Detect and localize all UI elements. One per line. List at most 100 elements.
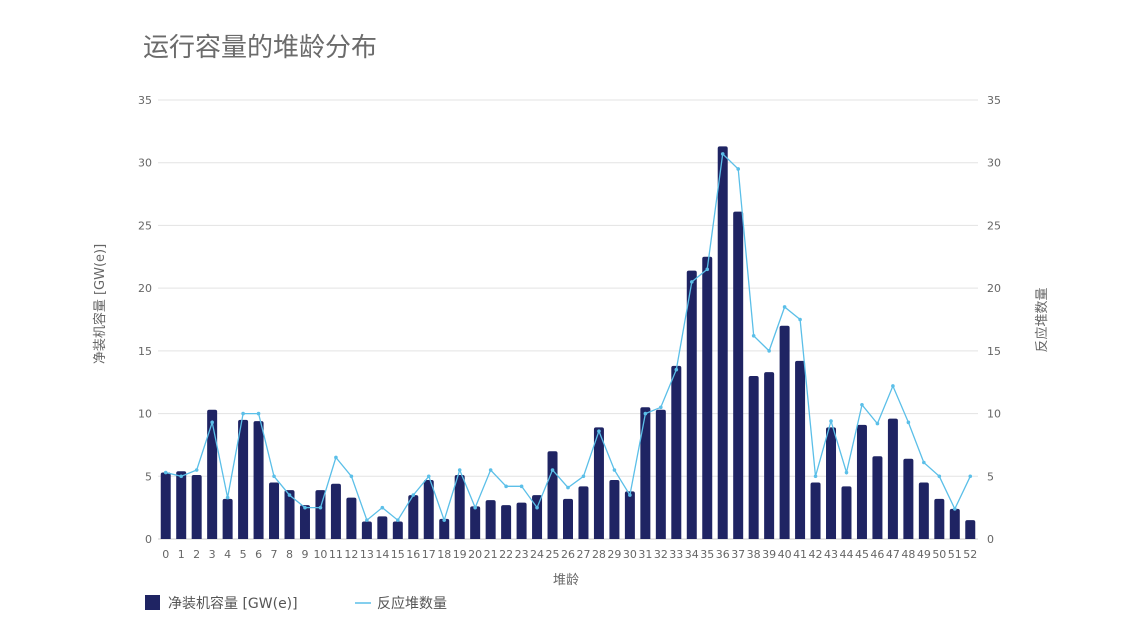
line-point <box>659 405 663 410</box>
x-tick-label: 21 <box>484 548 498 561</box>
bar <box>640 407 651 539</box>
x-tick-label: 17 <box>422 548 436 561</box>
x-tick-label: 25 <box>546 548 560 561</box>
line-point <box>535 505 539 510</box>
bar <box>238 419 249 539</box>
x-tick-label: 12 <box>344 548 358 561</box>
y-right-tick-label: 35 <box>987 94 1001 107</box>
y-right-tick-label: 25 <box>987 219 1001 232</box>
x-axis-label: 堆龄 <box>553 573 579 588</box>
bar <box>470 506 481 539</box>
x-tick-label: 16 <box>406 548 420 561</box>
x-tick-label: 48 <box>901 548 915 561</box>
x-tick-label: 34 <box>685 548 699 561</box>
line-point <box>767 349 771 353</box>
x-tick-label: 8 <box>286 548 293 561</box>
line-point <box>844 470 849 475</box>
bar <box>269 482 280 539</box>
line-point <box>689 280 694 284</box>
x-tick-label: 10 <box>313 548 327 561</box>
x-tick-label: 14 <box>375 548 389 561</box>
y-right-tick-label: 0 <box>987 533 994 546</box>
line-point <box>736 167 740 171</box>
line-point <box>922 460 926 465</box>
bar <box>779 325 790 539</box>
bar <box>856 424 867 539</box>
bar <box>903 458 914 539</box>
x-tick-label: 43 <box>824 548 838 561</box>
y-right-tick-label: 20 <box>987 282 1001 295</box>
x-tick-label: 41 <box>793 548 807 561</box>
line-point <box>891 384 895 388</box>
bar <box>965 520 976 539</box>
line-point <box>519 484 524 489</box>
line-point <box>581 474 586 479</box>
x-tick-label: 28 <box>592 548 606 561</box>
bar <box>160 472 171 539</box>
bar <box>299 505 310 539</box>
line-point <box>782 305 787 309</box>
bar <box>346 497 357 539</box>
bar <box>918 482 929 539</box>
x-tick-label: 37 <box>731 548 745 561</box>
bar <box>315 490 326 539</box>
x-tick-label: 47 <box>886 548 900 561</box>
x-tick-label: 15 <box>391 548 405 561</box>
y-left-tick-label: 15 <box>138 345 152 358</box>
line-point <box>937 474 942 479</box>
bar <box>593 427 604 539</box>
x-tick-label: 27 <box>576 548 590 561</box>
bar <box>439 518 450 539</box>
line-point <box>597 429 601 433</box>
x-tick-label: 20 <box>468 548 482 561</box>
bar <box>408 495 419 539</box>
line-point <box>751 334 756 338</box>
bar <box>191 475 202 539</box>
bar <box>841 486 852 539</box>
line-point <box>860 402 864 407</box>
bar <box>361 521 372 539</box>
legend: 净装机容量 [GW(e)] 反应堆数量 <box>145 595 447 612</box>
bar <box>609 480 620 539</box>
bar <box>872 456 883 539</box>
x-tick-label: 29 <box>607 548 621 561</box>
line-point <box>303 505 307 510</box>
y-right-tick-label: 10 <box>987 408 1001 421</box>
bar <box>392 521 403 539</box>
x-tick-label: 31 <box>638 548 652 561</box>
legend-line-label: 反应堆数量 <box>377 595 447 612</box>
line-point <box>705 267 710 272</box>
y-right-tick-label: 30 <box>987 157 1001 170</box>
x-tick-label: 18 <box>437 548 451 561</box>
line-point <box>550 468 555 472</box>
y-right-tick-label: 15 <box>987 345 1001 358</box>
x-tick-label: 24 <box>530 548 544 561</box>
x-tick-label: 32 <box>654 548 668 561</box>
line-point <box>349 474 354 479</box>
line-point <box>628 493 632 497</box>
x-tick-label: 39 <box>762 548 776 561</box>
x-tick-label: 36 <box>716 548 730 561</box>
line-point <box>225 495 230 500</box>
line-point <box>798 317 802 322</box>
x-tick-label: 5 <box>240 548 247 561</box>
y-axis-right-label: 反应堆数量 <box>1034 287 1050 352</box>
x-tick-label: 49 <box>917 548 931 561</box>
line-point <box>272 474 276 479</box>
bar <box>764 372 775 539</box>
x-tick-label: 33 <box>669 548 683 561</box>
line-point <box>442 518 447 522</box>
line-point <box>411 493 416 497</box>
line-point <box>720 152 725 156</box>
x-tick-label: 46 <box>870 548 884 561</box>
bar <box>934 498 945 539</box>
legend-bar-swatch <box>145 595 160 610</box>
line-point <box>194 468 199 472</box>
bar <box>516 502 527 539</box>
bar <box>423 480 434 539</box>
x-tick-label: 23 <box>515 548 529 561</box>
line-point <box>426 474 431 479</box>
bar <box>795 360 806 539</box>
x-tick-label: 3 <box>209 548 216 561</box>
